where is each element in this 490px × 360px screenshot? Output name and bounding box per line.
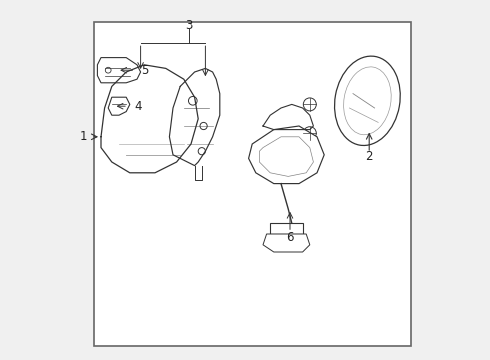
Text: 3: 3 bbox=[186, 19, 193, 32]
Ellipse shape bbox=[335, 56, 400, 145]
Text: 2: 2 bbox=[366, 150, 373, 163]
Text: 4: 4 bbox=[134, 100, 142, 113]
FancyBboxPatch shape bbox=[94, 22, 411, 346]
Polygon shape bbox=[270, 223, 303, 234]
Text: 1: 1 bbox=[80, 130, 87, 143]
Polygon shape bbox=[248, 126, 324, 184]
Text: 6: 6 bbox=[286, 231, 294, 244]
Polygon shape bbox=[263, 234, 310, 252]
Polygon shape bbox=[98, 58, 141, 83]
Text: 5: 5 bbox=[141, 64, 148, 77]
Polygon shape bbox=[108, 97, 130, 115]
